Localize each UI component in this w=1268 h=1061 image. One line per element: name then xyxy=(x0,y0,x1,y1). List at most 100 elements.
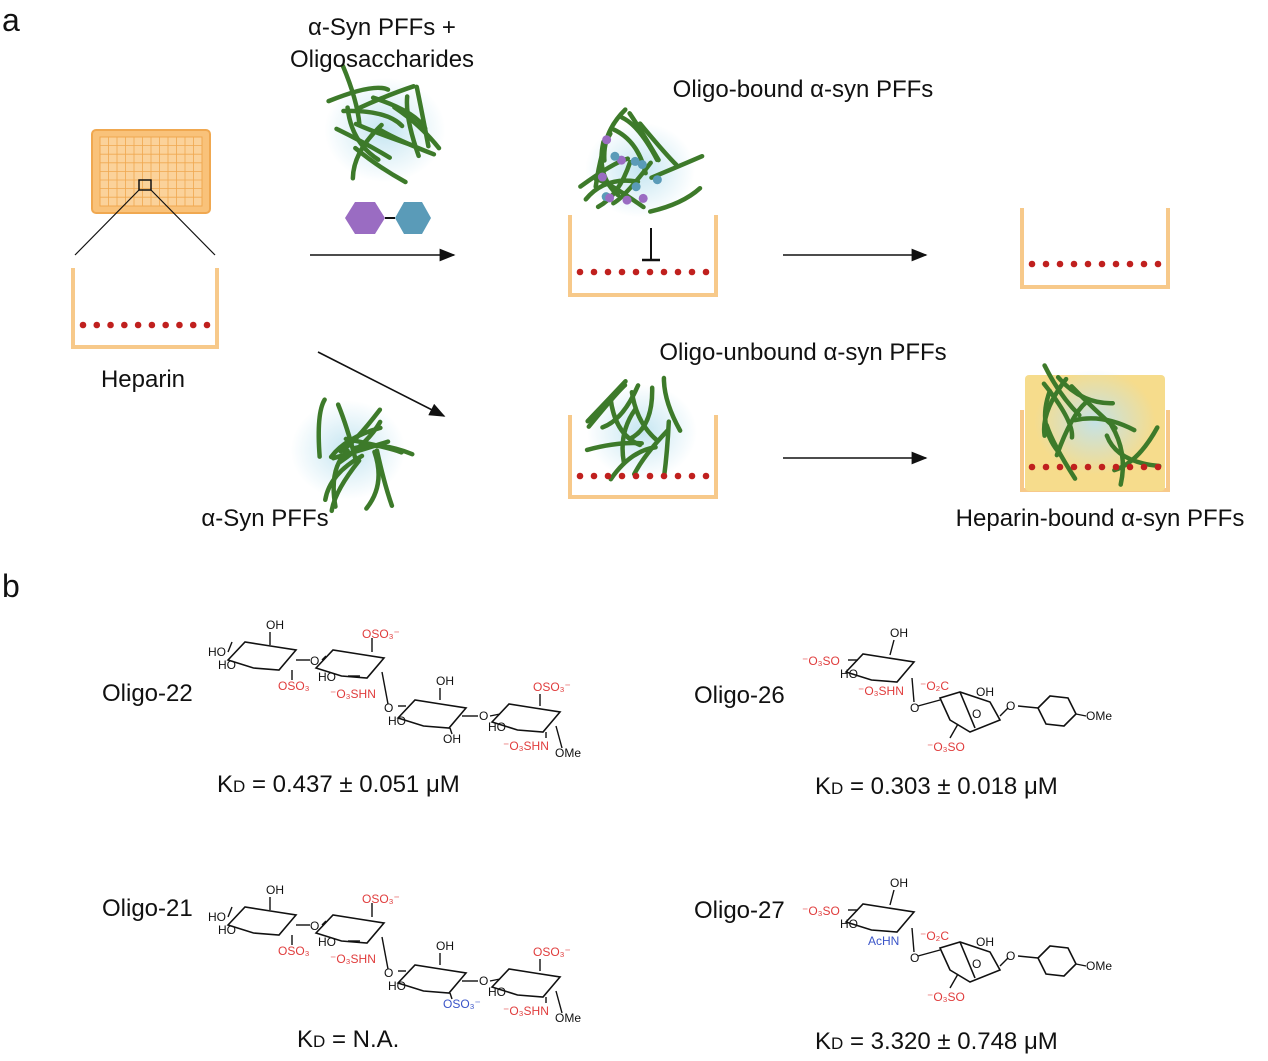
svg-text:HO: HO xyxy=(488,720,506,734)
compound-name: Oligo-27 xyxy=(694,897,785,924)
svg-text:⁻O₃SO: ⁻O₃SO xyxy=(802,654,840,668)
svg-text:⁻O₂C: ⁻O₂C xyxy=(920,929,949,943)
heparin-dot xyxy=(93,321,101,329)
fibril xyxy=(316,397,327,459)
reagent-label-line2: Oligosaccharides xyxy=(289,46,475,73)
panel-letter-b: b xyxy=(2,568,20,604)
fibril xyxy=(600,383,641,430)
svg-text:O: O xyxy=(479,709,488,723)
heparin-dot xyxy=(688,472,696,480)
svg-text:OH: OH xyxy=(976,935,994,949)
svg-text:O: O xyxy=(910,701,919,715)
fibril xyxy=(620,406,638,466)
heparin-dot xyxy=(1028,260,1036,268)
svg-text:⁻O₃SHN: ⁻O₃SHN xyxy=(503,1004,549,1018)
fibril xyxy=(637,121,679,168)
fibril xyxy=(326,85,391,104)
fibril xyxy=(392,105,442,151)
fibril xyxy=(353,145,408,185)
heparin-bound-label: Heparin-bound α-syn PFFs xyxy=(955,505,1245,532)
heparin-dot xyxy=(1112,463,1120,471)
bond xyxy=(449,992,453,1000)
heparin-dot xyxy=(1028,463,1036,471)
fibril xyxy=(335,402,358,462)
svg-text:OSO₃: OSO₃ xyxy=(278,679,310,693)
bond xyxy=(889,889,895,906)
svg-text:OSO₃⁻: OSO₃⁻ xyxy=(533,680,571,694)
fibril xyxy=(364,449,381,511)
svg-text:O: O xyxy=(1006,949,1015,963)
heparin-dot xyxy=(632,268,640,276)
fibril xyxy=(1069,384,1118,431)
bond xyxy=(489,713,501,717)
sugar-ring xyxy=(226,641,298,671)
svg-text:⁻O₃SO: ⁻O₃SO xyxy=(927,990,965,1004)
heparin-dot xyxy=(660,268,668,276)
fibril xyxy=(602,107,628,163)
bond xyxy=(1075,713,1087,717)
benzene-ring xyxy=(1037,945,1077,977)
reagent-label-line1: α-Syn PFFs + xyxy=(308,14,456,41)
svg-text:OSO₃⁻: OSO₃⁻ xyxy=(362,627,400,641)
svg-text:OH: OH xyxy=(266,883,284,897)
fibril-cluster-icon xyxy=(1034,363,1162,487)
bond xyxy=(949,973,959,989)
fibril xyxy=(628,385,655,441)
fibril xyxy=(376,126,437,157)
sugar-ring xyxy=(844,903,916,933)
svg-text:⁻O₂C: ⁻O₂C xyxy=(920,679,949,693)
fibril xyxy=(331,439,391,461)
inhibition-icon xyxy=(642,228,660,262)
fibril-cluster-icon xyxy=(584,375,697,482)
bond xyxy=(999,707,1009,717)
bond xyxy=(999,957,1009,967)
svg-text:O: O xyxy=(972,957,981,971)
svg-text:⁻O₃SHN: ⁻O₃SHN xyxy=(330,687,376,701)
svg-text:HO: HO xyxy=(218,658,236,672)
bond xyxy=(321,920,327,926)
fibril xyxy=(355,84,416,112)
sugar-ring xyxy=(490,968,562,998)
bond xyxy=(917,949,941,957)
heparin-dot xyxy=(646,268,654,276)
arrow-icon xyxy=(317,351,446,417)
svg-text:HO: HO xyxy=(840,667,858,681)
bond xyxy=(959,941,976,979)
syn-pffs-label: α-Syn PFFs xyxy=(201,505,329,532)
fibril xyxy=(331,448,350,509)
fibril xyxy=(374,448,395,508)
compound-name: Oligo-21 xyxy=(102,895,193,922)
heparin-dot xyxy=(604,472,612,480)
bond xyxy=(381,671,389,705)
svg-text:⁻O₃SO: ⁻O₃SO xyxy=(802,904,840,918)
svg-text:O: O xyxy=(1006,699,1015,713)
bond xyxy=(949,723,959,739)
svg-text:AcHN: AcHN xyxy=(868,934,899,948)
heparin-dot xyxy=(1140,260,1148,268)
svg-text:O: O xyxy=(310,654,319,668)
bond xyxy=(911,677,915,703)
svg-text:⁻O₃SHN: ⁻O₃SHN xyxy=(330,952,376,966)
heparin-dot xyxy=(660,472,668,480)
well-icon xyxy=(71,268,219,349)
fibril xyxy=(337,419,383,465)
benzene-ring xyxy=(1037,695,1077,727)
heparin-dot xyxy=(1042,463,1050,471)
svg-text:OH: OH xyxy=(436,674,454,688)
fibril xyxy=(599,139,621,198)
heparin-dot xyxy=(1140,463,1148,471)
panel-letter-a: a xyxy=(2,2,20,38)
kd-value: KD = 3.320 ± 0.748 μM xyxy=(815,1028,1058,1055)
heparin-dot xyxy=(148,321,156,329)
heparin-dot xyxy=(1112,260,1120,268)
svg-text:⁻O₃SO: ⁻O₃SO xyxy=(927,740,965,754)
oligo-26-structure: ⁻O₃SO OH HO ⁻O₃SHN O ⁻O₂C OH O ⁻O₃SO O O… xyxy=(802,626,1112,754)
oligo-bead xyxy=(597,172,607,182)
fibril xyxy=(1104,433,1162,469)
fibril xyxy=(341,108,405,129)
oligo-bead xyxy=(610,151,620,161)
oligo-bead xyxy=(630,156,640,166)
oligo-bead xyxy=(602,135,612,145)
svg-text:OH: OH xyxy=(436,939,454,953)
oligo-27-structure: ⁻O₃SO OH HO AcHN O ⁻O₂C OH O ⁻O₃SO O OMe xyxy=(802,876,1112,1004)
